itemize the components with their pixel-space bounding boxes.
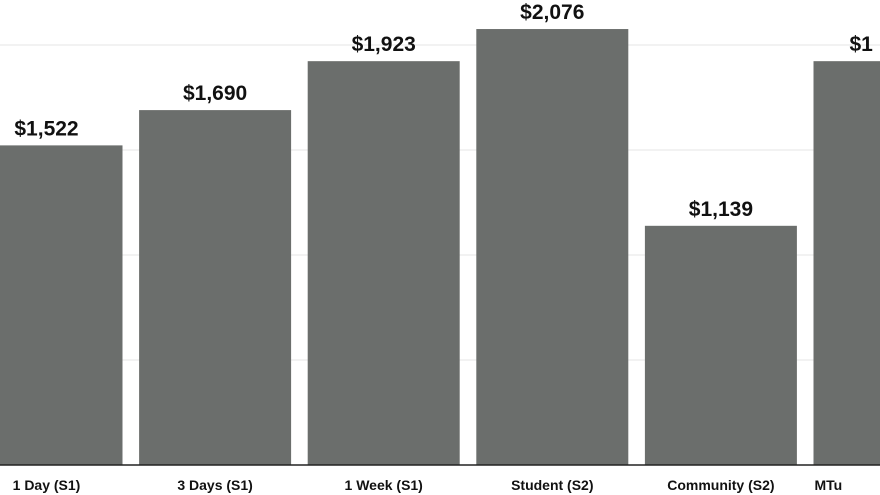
bar bbox=[0, 145, 123, 465]
value-label: $1 bbox=[850, 33, 874, 56]
x-tick-label: 1 Week (S1) bbox=[345, 477, 423, 493]
bar bbox=[139, 110, 292, 465]
x-tick-label: 3 Days (S1) bbox=[177, 477, 252, 493]
value-label: $2,076 bbox=[520, 1, 584, 24]
x-tick-label: Student (S2) bbox=[511, 477, 593, 493]
value-label: $1,139 bbox=[689, 198, 753, 221]
x-tick-label: 1 Day (S1) bbox=[13, 477, 81, 493]
value-label: $1,690 bbox=[183, 82, 247, 105]
x-tick-label: MTu bbox=[815, 477, 843, 493]
bar bbox=[307, 61, 460, 466]
bar bbox=[644, 225, 797, 465]
bar bbox=[813, 61, 880, 466]
bar bbox=[476, 29, 629, 465]
value-label: $1,923 bbox=[352, 33, 416, 56]
x-tick-label: Community (S2) bbox=[667, 477, 774, 493]
value-label: $1,522 bbox=[14, 117, 78, 140]
